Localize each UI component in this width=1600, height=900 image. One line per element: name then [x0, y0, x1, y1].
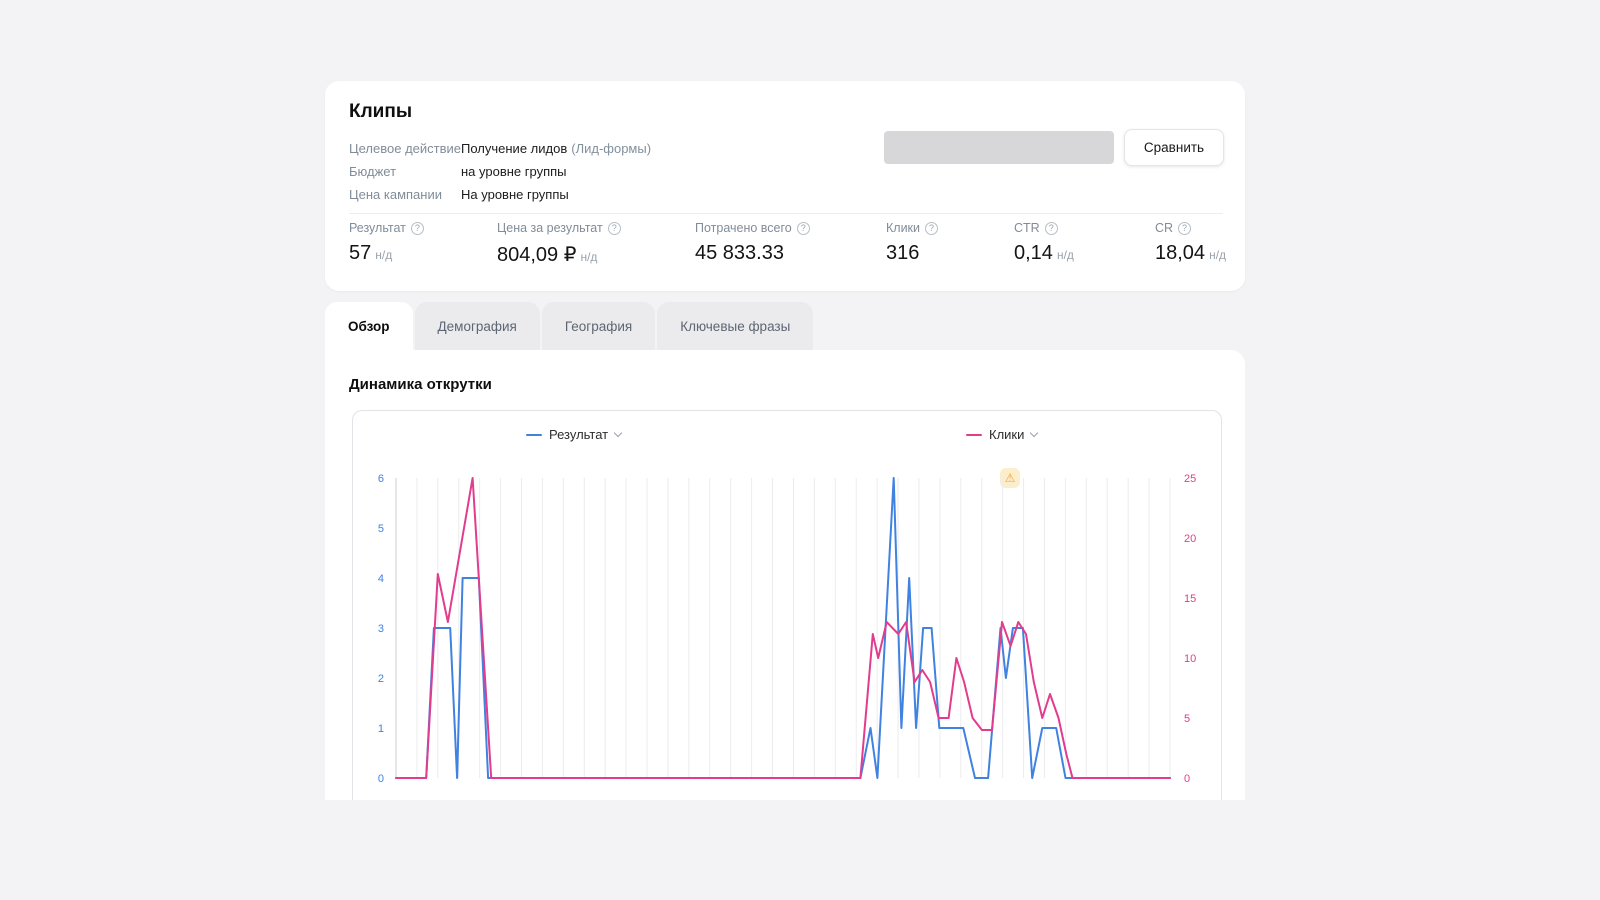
stat-label: CTR [1014, 221, 1040, 235]
help-icon[interactable]: ? [797, 222, 810, 235]
help-icon[interactable]: ? [1178, 222, 1191, 235]
legend-label: Результат [549, 427, 608, 442]
campaign-stats-page: Клипы Целевое действие Получение лидов (… [0, 0, 1600, 900]
tab-geography[interactable]: География [542, 302, 655, 350]
svg-text:0: 0 [1184, 773, 1190, 785]
legend-result[interactable]: Результат [526, 427, 621, 442]
stat-clicks: Клики? 316 [886, 221, 938, 265]
overview-panel: Динамика открутки Результат Клики ⚠ 0123… [325, 350, 1245, 800]
legend-dash-result [526, 434, 542, 436]
tab-demography[interactable]: Демография [415, 302, 540, 350]
dynamics-chart-card: Результат Клики ⚠ 01234560510152025 [352, 410, 1222, 800]
chevron-down-icon [1030, 428, 1038, 436]
legend-clicks[interactable]: Клики [966, 427, 1037, 442]
stat-value: 0,14 [1014, 242, 1053, 264]
tab-bar: Обзор Демография География Ключевые фраз… [325, 302, 813, 350]
field-campaign-price: Цена кампании На уровне группы [349, 183, 651, 206]
campaign-fields: Целевое действие Получение лидов (Лид-фо… [349, 137, 651, 206]
stat-value: 57 [349, 242, 371, 264]
stat-value: 18,04 [1155, 242, 1205, 264]
stat-label: Клики [886, 221, 920, 235]
redacted-selector[interactable] [884, 131, 1114, 164]
stat-ctr: CTR? 0,14 н/д [1014, 221, 1074, 265]
tab-overview[interactable]: Обзор [325, 302, 413, 350]
svg-text:3: 3 [378, 623, 384, 635]
stat-label: Цена за результат [497, 221, 603, 235]
stat-label: CR [1155, 221, 1173, 235]
stat-suffix: н/д [375, 248, 392, 262]
stat-suffix: н/д [580, 250, 597, 264]
stat-suffix: н/д [1057, 248, 1074, 262]
svg-text:5: 5 [378, 523, 384, 535]
svg-text:5: 5 [1184, 713, 1190, 725]
stat-value: 804,09 ₽ [497, 244, 576, 266]
stat-price-per-result: Цена за результат? 804,09 ₽ н/д [497, 221, 621, 267]
chart-section-title: Динамика открутки [349, 376, 492, 393]
stat-suffix: н/д [1209, 248, 1226, 262]
stat-value: 316 [886, 242, 919, 264]
field-label: Цена кампании [349, 187, 461, 202]
stats-row: Результат? 57 н/д Цена за результат? 804,… [325, 221, 1245, 281]
stat-label: Потрачено всего [695, 221, 792, 235]
field-value: на уровне группы [461, 164, 567, 179]
help-icon[interactable]: ? [925, 222, 938, 235]
field-label: Бюджет [349, 164, 461, 179]
field-target-action: Целевое действие Получение лидов (Лид-фо… [349, 137, 651, 160]
svg-text:25: 25 [1184, 473, 1196, 485]
compare-button[interactable]: Сравнить [1124, 129, 1224, 166]
help-icon[interactable]: ? [608, 222, 621, 235]
chevron-down-icon [614, 428, 622, 436]
campaign-title: Клипы [349, 101, 412, 123]
stat-result: Результат? 57 н/д [349, 221, 424, 265]
svg-text:2: 2 [378, 673, 384, 685]
svg-text:0: 0 [378, 773, 384, 785]
field-value: На уровне группы [461, 187, 569, 202]
svg-text:10: 10 [1184, 653, 1196, 665]
help-icon[interactable]: ? [411, 222, 424, 235]
svg-text:6: 6 [378, 473, 384, 485]
campaign-header-card: Клипы Целевое действие Получение лидов (… [325, 81, 1245, 291]
svg-text:15: 15 [1184, 593, 1196, 605]
field-budget: Бюджет на уровне группы [349, 160, 651, 183]
help-icon[interactable]: ? [1045, 222, 1058, 235]
svg-text:20: 20 [1184, 533, 1196, 545]
tab-key-phrases[interactable]: Ключевые фразы [657, 302, 813, 350]
stat-label: Результат [349, 221, 406, 235]
stat-total-spent: Потрачено всего? 45 833.33 [695, 221, 810, 265]
legend-dash-clicks [966, 434, 982, 436]
stat-cr: CR? 18,04 н/д [1155, 221, 1226, 265]
dynamics-chart: 0 1 2 3 4 5 6 0 5 10 15 20 25 [354, 457, 1220, 800]
stat-value: 45 833.33 [695, 242, 784, 264]
field-label: Целевое действие [349, 141, 461, 156]
field-value: Получение лидов [461, 141, 567, 156]
header-divider [349, 213, 1223, 214]
field-value-extra: (Лид-формы) [571, 141, 651, 156]
svg-text:4: 4 [378, 573, 384, 585]
svg-text:1: 1 [378, 723, 384, 735]
legend-label: Клики [989, 427, 1024, 442]
